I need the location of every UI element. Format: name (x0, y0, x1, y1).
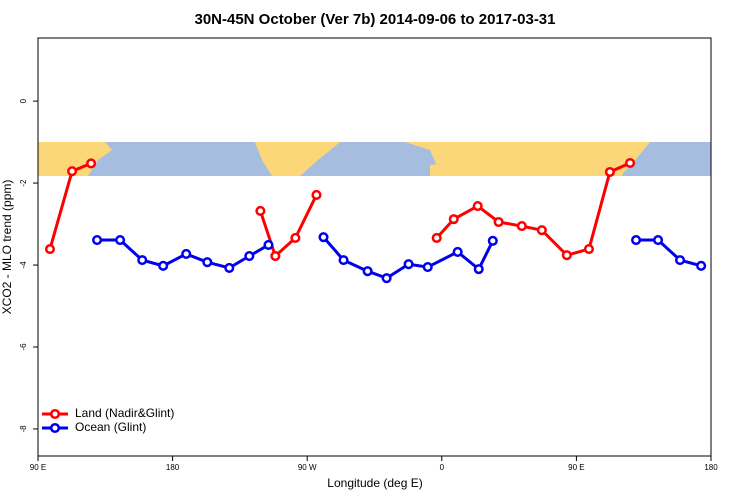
data-point (255, 205, 266, 216)
data-point (244, 250, 255, 262)
data-point (625, 157, 636, 169)
data-point (452, 246, 463, 257)
data-point (362, 266, 373, 277)
data-point (115, 234, 126, 246)
plot-frame (37, 37, 712, 457)
x-tick-label: 90 E (30, 463, 46, 472)
data-point (493, 216, 504, 228)
data-point (290, 232, 301, 244)
data-point (92, 234, 103, 246)
data-point (583, 243, 595, 255)
y-tick-label: 0 (19, 98, 28, 103)
x-tick-label: 180 (704, 463, 718, 472)
data-point (311, 189, 322, 201)
legend-label: Ocean (Glint) (75, 420, 146, 434)
legend-marker (49, 422, 61, 434)
x-tick-label: 0 (440, 463, 445, 472)
y-tick-label: -2 (19, 179, 28, 187)
x-tick-label: 90 E (568, 463, 584, 472)
y-tick-label: -4 (19, 261, 28, 269)
data-point (338, 255, 349, 266)
data-point (403, 259, 414, 270)
y-tick-label: -8 (19, 425, 28, 433)
data-point (318, 232, 329, 243)
data-point (631, 234, 642, 246)
data-point (202, 257, 213, 268)
series-line (48, 162, 92, 250)
data-point (67, 166, 78, 177)
data-point (263, 239, 274, 251)
chart-title: 30N-45N October (Ver 7b) 2014-09-06 to 2… (194, 11, 555, 28)
data-point (696, 260, 707, 271)
series-line (636, 238, 702, 268)
data-point (653, 234, 664, 246)
data-point (181, 248, 192, 260)
series-line (258, 194, 318, 259)
data-point (381, 273, 392, 284)
map-band (38, 142, 711, 176)
data-point (44, 243, 56, 255)
data-point (158, 260, 169, 271)
data-point (536, 225, 547, 236)
data-point (448, 214, 459, 225)
data-point (473, 264, 484, 275)
data-point (472, 200, 483, 212)
data-point (137, 255, 148, 266)
data-point (224, 262, 235, 273)
x-tick-label: 90 W (298, 463, 317, 472)
x-tick-label: 180 (166, 463, 180, 472)
legend-marker (49, 408, 61, 420)
data-point (431, 232, 442, 244)
data-point (487, 235, 498, 246)
y-axis-label: XCO2 - MLO trend (ppm) (0, 180, 14, 315)
data-point (604, 166, 615, 178)
data-point (561, 250, 572, 261)
data-point (86, 158, 97, 169)
legend-label: Land (Nadir&Glint) (75, 406, 174, 420)
x-axis-label: Longitude (deg E) (327, 476, 422, 490)
series-line (435, 161, 631, 257)
data-point (422, 262, 433, 273)
series-line (322, 236, 495, 280)
data-point (674, 255, 686, 266)
y-tick-label: -6 (19, 343, 28, 351)
data-point (516, 221, 527, 232)
data-point (270, 250, 281, 262)
